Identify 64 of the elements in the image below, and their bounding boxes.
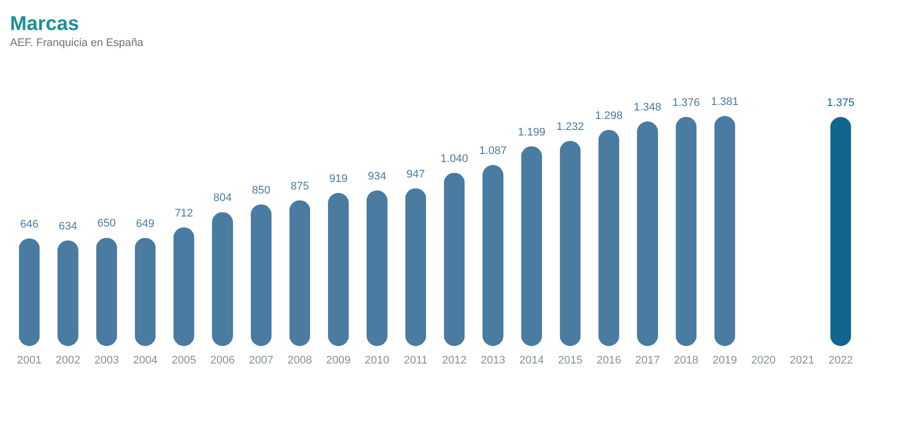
data-label: 1.087 (479, 144, 507, 157)
x-tick-label: 2004 (132, 354, 158, 366)
chart-title: Marcas (10, 13, 79, 35)
x-tick-label: 2006 (210, 354, 235, 366)
bar (328, 192, 349, 346)
data-label: 934 (368, 170, 386, 182)
x-tick-label: 2001 (17, 354, 42, 366)
bar (173, 227, 194, 346)
x-tick-label: 2018 (674, 354, 698, 366)
bar (18, 238, 40, 346)
data-label: 712 (174, 207, 194, 220)
bar (289, 200, 310, 346)
x-tick-label: 2016 (596, 354, 622, 366)
bar (134, 238, 156, 346)
data-label: 1.375 (826, 97, 854, 109)
data-label: 947 (406, 168, 425, 180)
x-tick-label: 2002 (56, 354, 80, 366)
bar (598, 130, 620, 346)
bar (96, 238, 118, 346)
data-label: 1.040 (440, 152, 468, 165)
data-label: 1.348 (634, 101, 662, 114)
x-tick-label: 2005 (172, 354, 196, 366)
bar (482, 164, 504, 346)
chart-subtitle: AEF. Franquicia en España (10, 37, 144, 49)
x-tick-label: 2020 (751, 354, 776, 366)
x-tick-label: 2012 (442, 354, 467, 366)
x-tick-label: 2008 (288, 354, 312, 366)
x-tick-label: 2009 (326, 354, 351, 366)
data-label: 875 (290, 180, 309, 192)
bar (444, 172, 465, 346)
data-label: 1.232 (556, 120, 584, 133)
x-tick-label: 2014 (519, 354, 544, 366)
data-label: 804 (213, 192, 232, 204)
bar (521, 146, 542, 346)
x-tick-label: 2021 (790, 354, 814, 366)
x-tick-label: 2022 (828, 354, 853, 366)
x-tick-label: 2019 (712, 354, 738, 366)
bar (250, 204, 272, 346)
data-label: 634 (58, 220, 78, 232)
x-tick-label: 2017 (635, 354, 660, 366)
bar (676, 116, 697, 346)
data-label: 646 (20, 218, 38, 230)
bar (366, 190, 388, 346)
data-label: 919 (329, 172, 348, 185)
data-label: 649 (136, 218, 154, 230)
bar (405, 188, 426, 346)
x-tick-label: 2003 (94, 354, 119, 366)
bar (714, 116, 736, 346)
x-tick-label: 2007 (248, 354, 274, 366)
x-tick-label: 2011 (404, 354, 428, 366)
data-label: 1.298 (595, 110, 623, 122)
x-tick-label: 2010 (364, 354, 390, 366)
data-label: 1.376 (672, 96, 700, 109)
data-label: 1.381 (711, 96, 739, 108)
data-label: 650 (97, 218, 116, 230)
bar (212, 212, 233, 346)
x-tick-label: 2015 (558, 354, 582, 366)
bar (637, 121, 658, 346)
x-tick-label: 2013 (480, 354, 506, 366)
bar (560, 140, 581, 346)
bar (57, 240, 78, 346)
data-label: 850 (252, 184, 270, 196)
bar (830, 117, 852, 346)
data-label: 1.199 (518, 126, 546, 138)
